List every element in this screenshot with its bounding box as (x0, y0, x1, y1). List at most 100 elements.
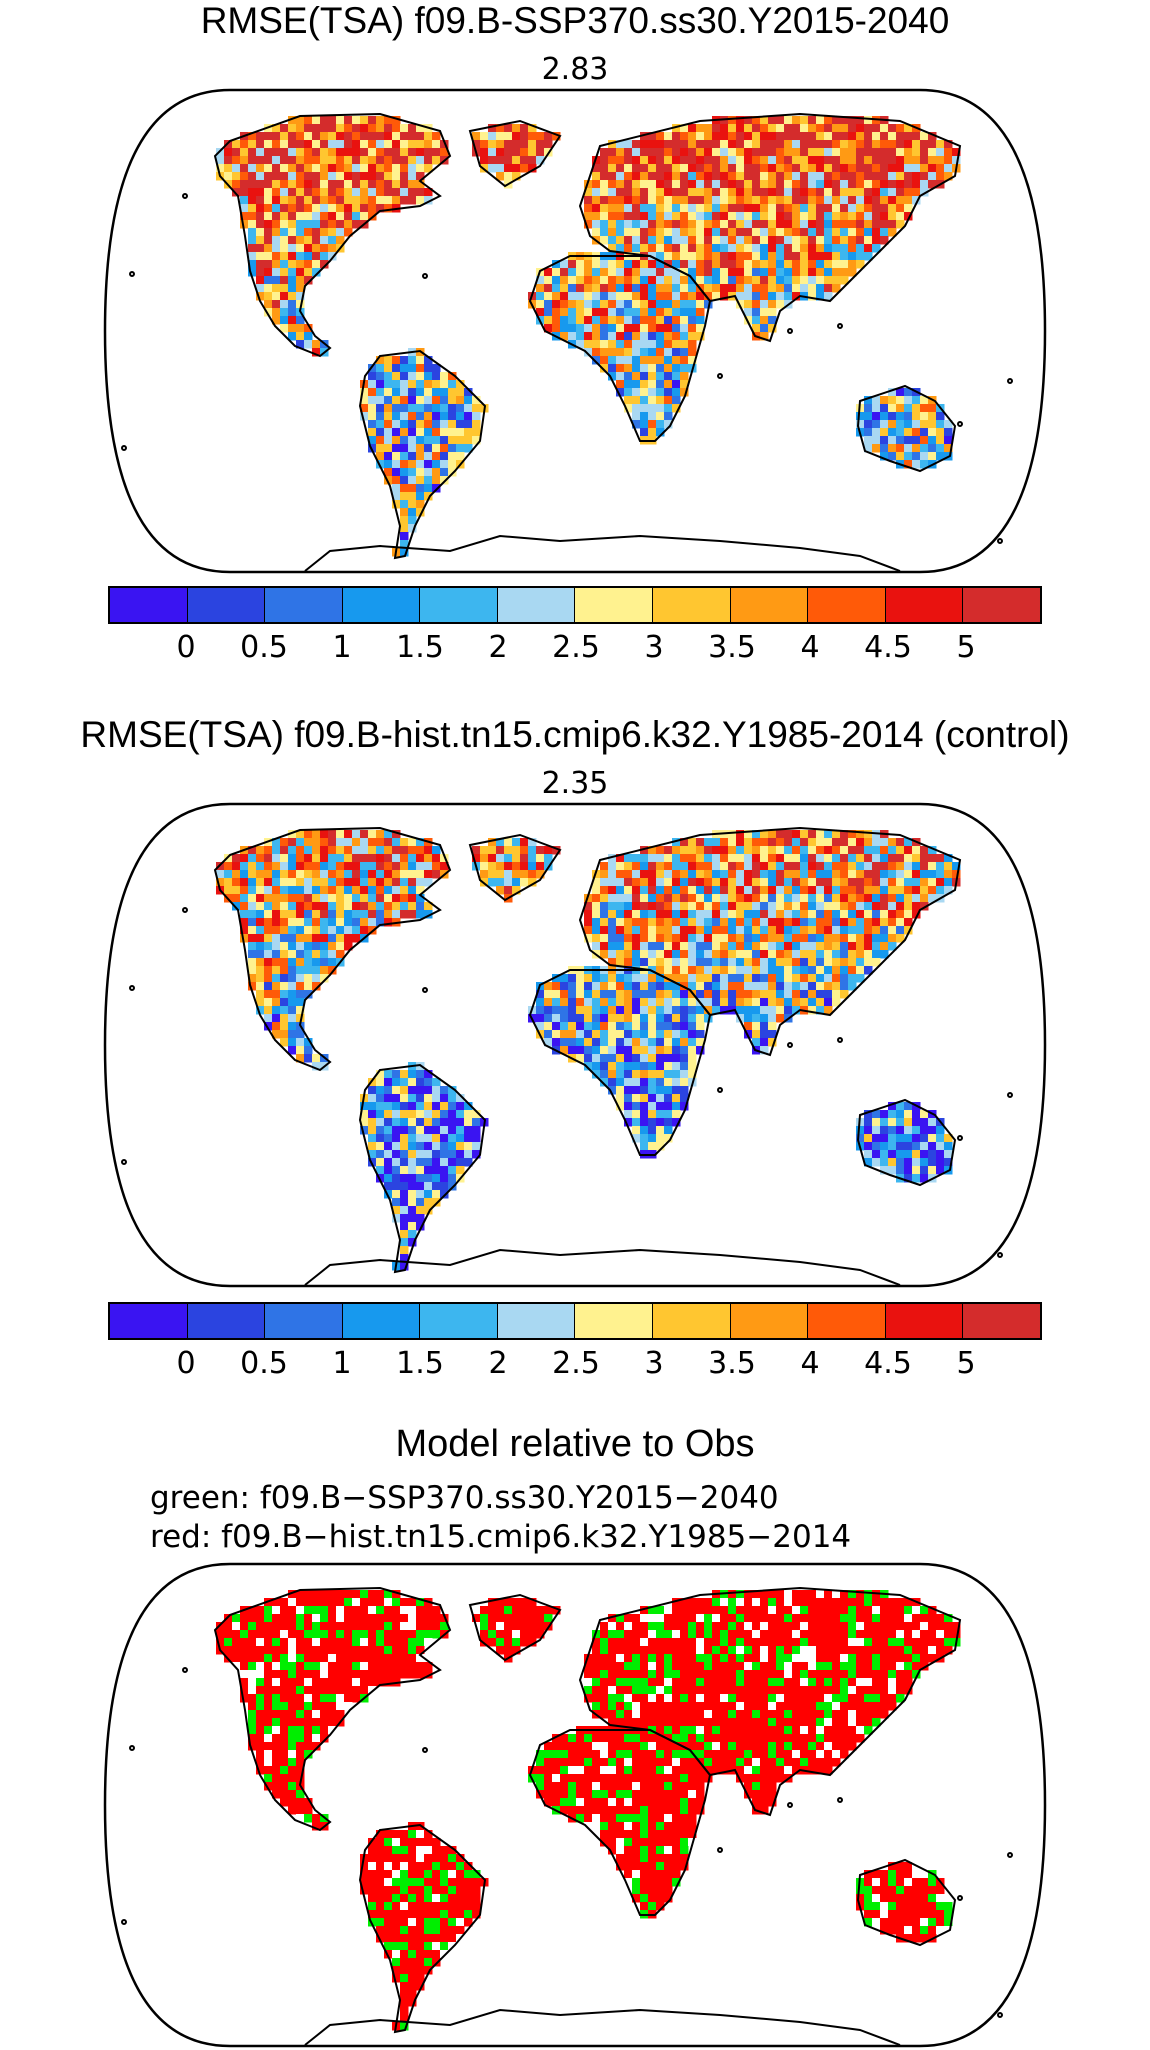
map-grid-cell (632, 212, 641, 221)
map-grid-cell (656, 356, 665, 365)
map-grid-cell (368, 436, 377, 445)
map-grid-cell (632, 372, 641, 381)
map-grid-cell (632, 156, 641, 165)
map-grid-cell (416, 420, 425, 429)
map-grid-cell (656, 1086, 665, 1095)
map-grid-cell (672, 862, 681, 871)
map-grid-cell (696, 276, 705, 285)
map-grid-cell (584, 1006, 593, 1015)
map-grid-cell (768, 228, 777, 237)
map-grid-cell (648, 316, 657, 325)
map-grid-cell (624, 1006, 633, 1015)
map-grid-cell (688, 156, 697, 165)
map-grid-cell (608, 316, 617, 325)
map-grid-cell (656, 1606, 665, 1615)
map-grid-cell (768, 862, 777, 871)
map-grid-cell (264, 172, 273, 181)
map-grid-cell (440, 1118, 449, 1127)
map-grid-cell (272, 1006, 281, 1015)
map-grid-cell (664, 332, 673, 341)
map-grid-cell (872, 1110, 881, 1119)
map-grid-cell (728, 982, 737, 991)
map-grid-cell (288, 862, 297, 871)
map-grid-cell (616, 300, 625, 309)
map-grid-cell (360, 1598, 369, 1607)
map-grid-cell (656, 292, 665, 301)
map-grid-cell (808, 846, 817, 855)
map-grid-cell (840, 950, 849, 959)
map-grid-cell (240, 854, 249, 863)
map-grid-cell (792, 188, 801, 197)
map-grid-cell (656, 164, 665, 173)
map-grid-cell (888, 1158, 897, 1167)
map-grid-cell (856, 926, 865, 935)
colorbar-swatch (808, 1304, 886, 1338)
map-grid-cell (856, 1638, 865, 1647)
map-grid-cell (816, 188, 825, 197)
map-grid-cell (904, 1166, 913, 1175)
map-grid-cell (840, 124, 849, 133)
map-grid-cell (256, 998, 265, 1007)
map-grid-cell (256, 942, 265, 951)
map-grid-cell (272, 918, 281, 927)
map-grid-cell (736, 838, 745, 847)
map-grid-cell (464, 1126, 473, 1135)
map-grid-cell (520, 1622, 529, 1631)
map-grid-cell (704, 1654, 713, 1663)
map-grid-cell (304, 1686, 313, 1695)
map-grid-cell (904, 1118, 913, 1127)
map-grid-cell (296, 926, 305, 935)
map-grid-cell (408, 838, 417, 847)
map-grid-cell (288, 1038, 297, 1047)
map-grid-cell (696, 1014, 705, 1023)
map-grid-cell (280, 1694, 289, 1703)
map-grid-cell (664, 188, 673, 197)
map-grid-cell (416, 196, 425, 205)
map-grid-cell (600, 1638, 609, 1647)
map-grid-cell (456, 436, 465, 445)
map-grid-cell (248, 220, 257, 229)
map-grid-cell (872, 204, 881, 213)
map-grid-cell (384, 1598, 393, 1607)
map-grid-cell (472, 1126, 481, 1135)
map-grid-cell (600, 332, 609, 341)
map-grid-cell (688, 164, 697, 173)
map-grid-cell (816, 244, 825, 253)
map-grid-cell (600, 356, 609, 365)
map-grid-cell (376, 356, 385, 365)
map-grid-cell (592, 308, 601, 317)
map-grid-cell (800, 942, 809, 951)
map-grid-cell (704, 268, 713, 277)
map-grid-cell (856, 132, 865, 141)
map-grid-cell (560, 332, 569, 341)
map-grid-cell (688, 950, 697, 959)
map-grid-cell (680, 870, 689, 879)
map-grid-cell (904, 1606, 913, 1615)
map-grid-cell (672, 380, 681, 389)
map-grid-cell (888, 878, 897, 887)
map-grid-cell (512, 1630, 521, 1639)
map-grid-cell (288, 292, 297, 301)
map-grid-cell (552, 998, 561, 1007)
map-grid-cell (840, 156, 849, 165)
map-grid-cell (320, 1590, 329, 1599)
map-grid-cell (496, 1638, 505, 1647)
map-grid-cell (632, 998, 641, 1007)
map-grid-cell (816, 1686, 825, 1695)
map-grid-cell (896, 878, 905, 887)
map-grid-cell (832, 156, 841, 165)
map-grid-cell (816, 1638, 825, 1647)
map-grid-cell (616, 156, 625, 165)
map-grid-cell (864, 1606, 873, 1615)
map-grid-cell (400, 420, 409, 429)
map-grid-cell (224, 1630, 233, 1639)
map-grid-cell (744, 196, 753, 205)
map-grid-cell (744, 284, 753, 293)
map-grid-cell (440, 468, 449, 477)
map-grid-cell (392, 140, 401, 149)
map-grid-cell (472, 132, 481, 141)
map-grid-cell (312, 252, 321, 261)
map-grid-cell (704, 124, 713, 133)
map-grid-cell (648, 886, 657, 895)
map-grid-cell (696, 204, 705, 213)
